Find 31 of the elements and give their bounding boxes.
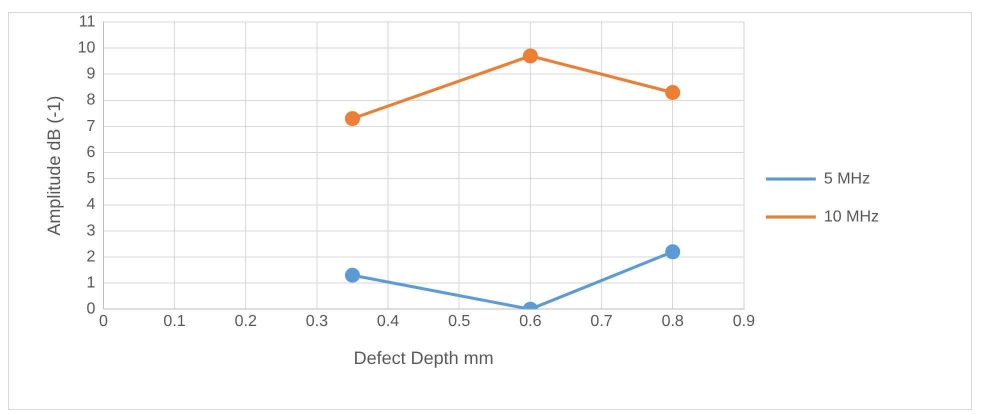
point [522, 48, 538, 64]
y-tick-label: 6 [86, 144, 96, 161]
x-tick-label: 0.5 [448, 313, 470, 330]
point [665, 244, 680, 260]
y-tick-label: 4 [86, 196, 96, 214]
x-tick-label: 0.1 [163, 313, 186, 330]
point [665, 84, 680, 100]
x-tick-label: 0.2 [234, 313, 257, 330]
point [344, 268, 360, 283]
y-axis-title: Amplitude dB (-1) [44, 96, 64, 236]
x-tick-label: 0.7 [590, 313, 613, 330]
y-tick-label: 5 [86, 170, 96, 188]
x-tick-label: 0.6 [519, 313, 542, 330]
point [344, 111, 360, 126]
x-tick-label: 0.8 [662, 313, 684, 330]
y-tick-label: 9 [86, 66, 96, 83]
y-tick-label: 8 [86, 92, 96, 109]
y-tick-label: 2 [86, 248, 96, 266]
y-tick-label: 1 [86, 274, 96, 292]
legend-label: 10 MHz [824, 208, 879, 226]
x-axis-title: Defect Depth mm [354, 348, 494, 368]
legend-label: 5 MHz [824, 170, 870, 188]
x-tick-label: 0.3 [306, 313, 328, 330]
y-tick-label: 11 [78, 13, 96, 30]
x-tick-label: 0.9 [732, 313, 756, 330]
x-tick-label: 0 [98, 313, 108, 330]
x-tick-label: 0.4 [376, 313, 400, 330]
y-tick-label: 10 [78, 40, 96, 57]
y-tick-label: 3 [86, 222, 96, 240]
y-tick-label: 0 [86, 300, 96, 318]
y-tick-label: 7 [86, 118, 96, 135]
